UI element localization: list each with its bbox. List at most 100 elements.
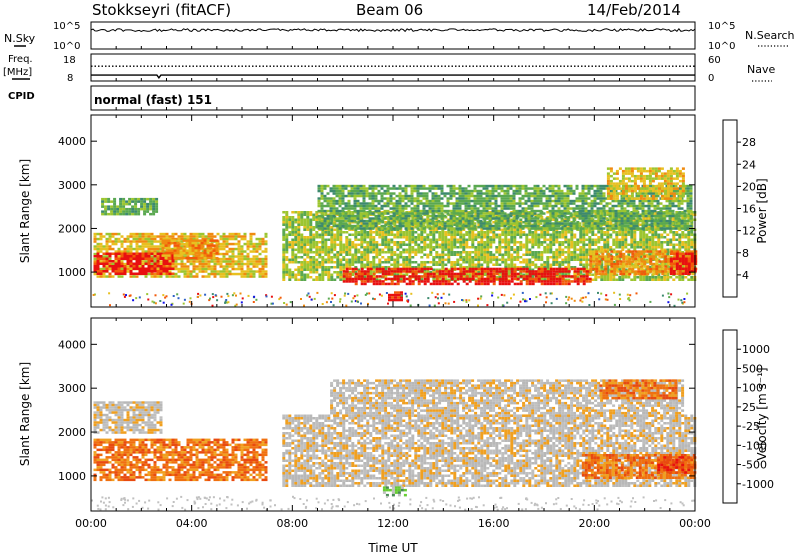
range-gate-cell (555, 263, 559, 266)
range-gate-cell (570, 221, 574, 224)
range-gate-cell (372, 246, 376, 249)
range-gate-cell (384, 246, 388, 249)
range-gate-cell (197, 256, 201, 260)
range-gate-cell (396, 243, 400, 246)
range-gate-cell (330, 266, 334, 269)
range-gate-cell (303, 213, 307, 216)
range-gate-cell (375, 278, 379, 281)
range-gate-cell (603, 248, 607, 251)
range-gate-cell (393, 226, 397, 229)
range-gate-cell (177, 270, 181, 273)
range-gate-cell (480, 267, 484, 271)
range-gate-cell (555, 251, 559, 254)
range-gate-cell (549, 272, 553, 276)
range-gate-cell (174, 275, 178, 278)
range-gate-cell (402, 275, 406, 278)
range-gate-cell (153, 270, 157, 273)
range-gate-cell (201, 265, 205, 268)
range-gate-cell (549, 233, 553, 236)
range-gate-cell (435, 228, 439, 231)
range-gate-cell (363, 248, 367, 251)
range-gate-cell (162, 272, 166, 276)
range-gate-cell (162, 237, 166, 241)
range-gate-cell (429, 233, 433, 236)
range-gate-cell (387, 266, 391, 269)
range-gate-cell (609, 233, 613, 236)
range-gate-cell (567, 270, 571, 273)
range-gate-cell (414, 261, 418, 264)
range-gate-cell (468, 267, 472, 271)
range-gate-cell (258, 252, 262, 256)
range-gate-cell (117, 270, 121, 273)
range-gate-cell (690, 238, 694, 241)
range-gate-cell (375, 228, 379, 231)
range-gate-cell (672, 278, 676, 281)
range-gate-cell (679, 255, 683, 258)
range-gate-cell (141, 240, 145, 243)
range-gate-cell (372, 238, 376, 241)
range-gate-cell (435, 243, 439, 246)
range-gate-cell (531, 261, 535, 264)
range-gate-cell (622, 272, 626, 276)
range-gate-cell (498, 251, 502, 254)
range-gate-cell (138, 245, 142, 248)
range-gate-cell (441, 243, 445, 246)
range-gate-cell (114, 262, 118, 265)
range-gate-cell (576, 253, 580, 256)
range-gate-cell (282, 248, 286, 251)
range-gate-cell (669, 243, 673, 246)
range-gate-cell (592, 255, 596, 258)
range-gate-cell (192, 262, 196, 266)
range-gate-cell (191, 244, 195, 247)
range-gate-cell (513, 266, 517, 269)
range-gate-cell (669, 256, 673, 259)
range-gate-cell (477, 280, 481, 283)
range-gate-cell (483, 277, 487, 281)
range-gate-cell (477, 253, 481, 256)
range-gate-cell (483, 246, 487, 249)
range-gate-cell (474, 253, 478, 256)
range-gate-cell (438, 243, 442, 246)
range-gate-cell (203, 239, 207, 242)
range-gate-cell (537, 251, 541, 254)
range-gate-cell (664, 255, 668, 258)
range-gate-cell (633, 241, 637, 244)
range-gate-cell (648, 266, 652, 269)
range-gate-cell (354, 272, 358, 276)
range-gate-cell (597, 246, 601, 249)
range-gate-cell (462, 248, 466, 251)
range-gate-cell (561, 277, 565, 281)
range-gate-cell (585, 238, 589, 241)
range-gate-cell (681, 218, 685, 221)
range-gate-cell (111, 262, 115, 266)
range-gate-cell (225, 237, 229, 241)
range-gate-cell (369, 231, 373, 234)
range-gate-cell (582, 231, 586, 234)
range-gate-cell (342, 275, 346, 278)
range-gate-cell (444, 221, 448, 224)
range-gate-cell (570, 241, 574, 244)
range-gate-cell (240, 250, 244, 253)
range-gate-cell (105, 270, 109, 273)
range-gate-cell (105, 247, 109, 251)
range-gate-cell (101, 200, 105, 203)
range-gate-cell (610, 272, 614, 276)
range-gate-cell (480, 270, 484, 273)
range-gate-cell (592, 257, 596, 261)
range-gate-cell (648, 218, 652, 221)
range-gate-cell (528, 231, 532, 234)
range-gate-cell (206, 246, 210, 250)
range-gate-cell (288, 273, 292, 276)
range-gate-cell (649, 267, 653, 271)
range-gate-cell (417, 275, 421, 278)
range-gate-cell (435, 280, 439, 283)
range-gate-cell (384, 258, 388, 261)
range-gate-cell (601, 255, 605, 258)
range-gate-cell (108, 262, 112, 266)
range-gate-cell (420, 256, 424, 259)
range-gate-cell (435, 277, 439, 281)
range-gate-cell (132, 240, 136, 243)
range-gate-cell (321, 246, 325, 249)
range-gate-cell (351, 280, 355, 283)
range-gate-cell (249, 262, 253, 266)
